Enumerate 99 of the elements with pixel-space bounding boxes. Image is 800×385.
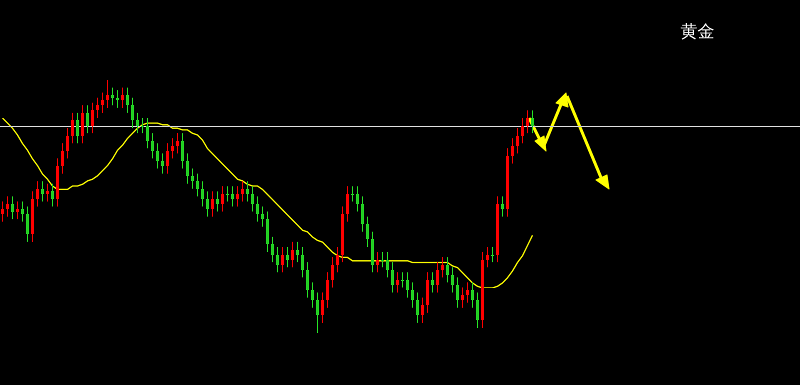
candlestick bbox=[461, 286, 464, 308]
candlestick bbox=[366, 216, 369, 248]
candlestick bbox=[256, 196, 259, 222]
candlestick bbox=[196, 173, 199, 197]
text: 黄金 bbox=[680, 21, 716, 43]
candlestick bbox=[306, 262, 309, 298]
candlestick bbox=[186, 152, 189, 184]
candlestick bbox=[336, 246, 339, 273]
candlestick bbox=[71, 112, 74, 144]
candlestick bbox=[81, 104, 84, 144]
candlestick bbox=[36, 180, 39, 207]
candlestick bbox=[446, 256, 449, 283]
candlestick bbox=[466, 282, 469, 304]
candlestick bbox=[191, 168, 194, 190]
candlestick bbox=[236, 186, 239, 207]
candlestick bbox=[221, 186, 224, 212]
candlestick bbox=[271, 236, 274, 263]
candlestick bbox=[411, 282, 414, 308]
candlestick bbox=[166, 142, 169, 174]
candlestick bbox=[361, 196, 364, 232]
candlestick bbox=[156, 142, 159, 170]
candlestick bbox=[381, 252, 384, 268]
candlestick bbox=[131, 97, 134, 129]
candlestick bbox=[251, 186, 254, 212]
candlestick bbox=[451, 266, 454, 294]
candlestick bbox=[376, 252, 379, 273]
candlestick bbox=[386, 252, 389, 278]
candlestick bbox=[121, 87, 124, 108]
candlestick bbox=[301, 246, 304, 278]
candlestick bbox=[531, 110, 534, 134]
candlestick bbox=[276, 246, 279, 273]
candlestick bbox=[111, 87, 114, 106]
candlestick bbox=[76, 112, 79, 144]
candlestick bbox=[241, 180, 244, 202]
candlestick bbox=[311, 282, 314, 308]
candlestick bbox=[51, 183, 54, 207]
candlestick bbox=[436, 262, 439, 294]
candlestick bbox=[331, 256, 334, 288]
candlestick bbox=[96, 97, 99, 118]
candlestick bbox=[471, 282, 474, 308]
candlestick bbox=[416, 292, 419, 324]
candlestick bbox=[291, 241, 294, 268]
candlestick bbox=[86, 104, 89, 134]
candlestick bbox=[106, 80, 109, 108]
candlestick bbox=[151, 132, 154, 159]
candlestick bbox=[26, 206, 29, 242]
candlestick bbox=[101, 92, 104, 114]
candlestick bbox=[176, 132, 179, 154]
candlestick bbox=[326, 272, 329, 308]
candlestick bbox=[231, 186, 234, 207]
candlestick bbox=[391, 262, 394, 294]
candlestick bbox=[161, 152, 164, 174]
candlestick bbox=[281, 246, 284, 273]
candlestick bbox=[286, 246, 289, 268]
candlestick bbox=[431, 272, 434, 294]
candlestick bbox=[146, 117, 149, 149]
candlestick bbox=[516, 128, 519, 154]
candlestick bbox=[441, 256, 444, 278]
candlestick bbox=[61, 142, 64, 174]
candlestick bbox=[126, 87, 129, 114]
candlestick bbox=[491, 246, 494, 263]
candlestick bbox=[6, 196, 9, 218]
candlestick bbox=[456, 276, 459, 308]
candlestick bbox=[206, 190, 209, 218]
candlestick bbox=[246, 180, 249, 202]
candlestick bbox=[351, 186, 354, 202]
candlestick bbox=[11, 196, 14, 220]
candlestick bbox=[91, 102, 94, 134]
candlestick bbox=[511, 138, 514, 164]
candlestick bbox=[321, 292, 324, 324]
candlestick bbox=[226, 186, 229, 202]
candlestick bbox=[16, 200, 19, 220]
candlestick bbox=[316, 292, 319, 334]
candlestick bbox=[406, 272, 409, 298]
candlestick bbox=[396, 272, 399, 294]
candlestick bbox=[181, 132, 184, 170]
candlestick bbox=[486, 246, 489, 268]
candlestick bbox=[356, 186, 359, 212]
candlestick bbox=[346, 186, 349, 222]
candlestick bbox=[46, 183, 49, 202]
candlestick bbox=[21, 200, 24, 222]
candlestick bbox=[211, 190, 214, 218]
candlestick bbox=[66, 128, 69, 159]
candlestick bbox=[136, 112, 139, 134]
candlestick bbox=[41, 180, 44, 202]
candlestick bbox=[501, 196, 504, 218]
candlestick bbox=[296, 241, 299, 263]
candlestick bbox=[201, 180, 204, 207]
candlestick bbox=[261, 206, 264, 228]
candlestick bbox=[171, 138, 174, 159]
candlestick bbox=[141, 117, 144, 134]
candlestick bbox=[521, 117, 524, 144]
candlestick bbox=[526, 110, 529, 134]
candlestick bbox=[216, 190, 219, 212]
candlestick bbox=[1, 200, 4, 222]
candlestick bbox=[401, 272, 404, 288]
candlestick bbox=[476, 292, 479, 328]
candlestick bbox=[421, 297, 424, 324]
candlestick bbox=[116, 90, 119, 108]
